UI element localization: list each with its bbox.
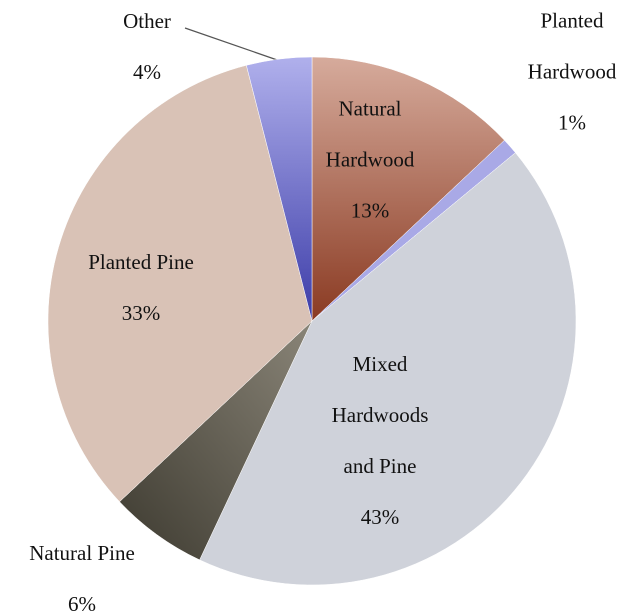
value-label: 43%: [360, 505, 400, 529]
category-label: Natural Hardwood: [325, 96, 415, 172]
category-label: Other: [123, 9, 171, 33]
slice-label: Mixed Hardwoods and Pine 43%: [318, 339, 443, 543]
category-label: Natural Pine: [29, 541, 135, 565]
value-label: 33%: [121, 301, 161, 325]
pie-slice: [47, 64, 313, 503]
category-label: Planted Pine: [88, 250, 194, 274]
value-label: 13%: [350, 198, 390, 223]
slice-label: Planted Hardwood 1%: [512, 0, 632, 149]
value-label: 6%: [68, 592, 96, 616]
value-label: 1%: [558, 110, 586, 135]
slice-label: Natural Pine 6%: [0, 528, 182, 616]
value-label: 4%: [133, 60, 161, 84]
pie-slice: [246, 56, 313, 322]
category-label: Planted Hardwood: [527, 8, 617, 84]
slice-label: Natural Hardwood 13%: [305, 84, 435, 237]
leader-line: [184, 27, 284, 63]
category-label: Mixed Hardwoods and Pine: [331, 352, 429, 478]
pie-slice: [199, 152, 577, 586]
slice-label: Planted Pine 33%: [41, 237, 241, 339]
slice-label: Other 4%: [97, 0, 197, 98]
pie-slice: [311, 56, 505, 322]
